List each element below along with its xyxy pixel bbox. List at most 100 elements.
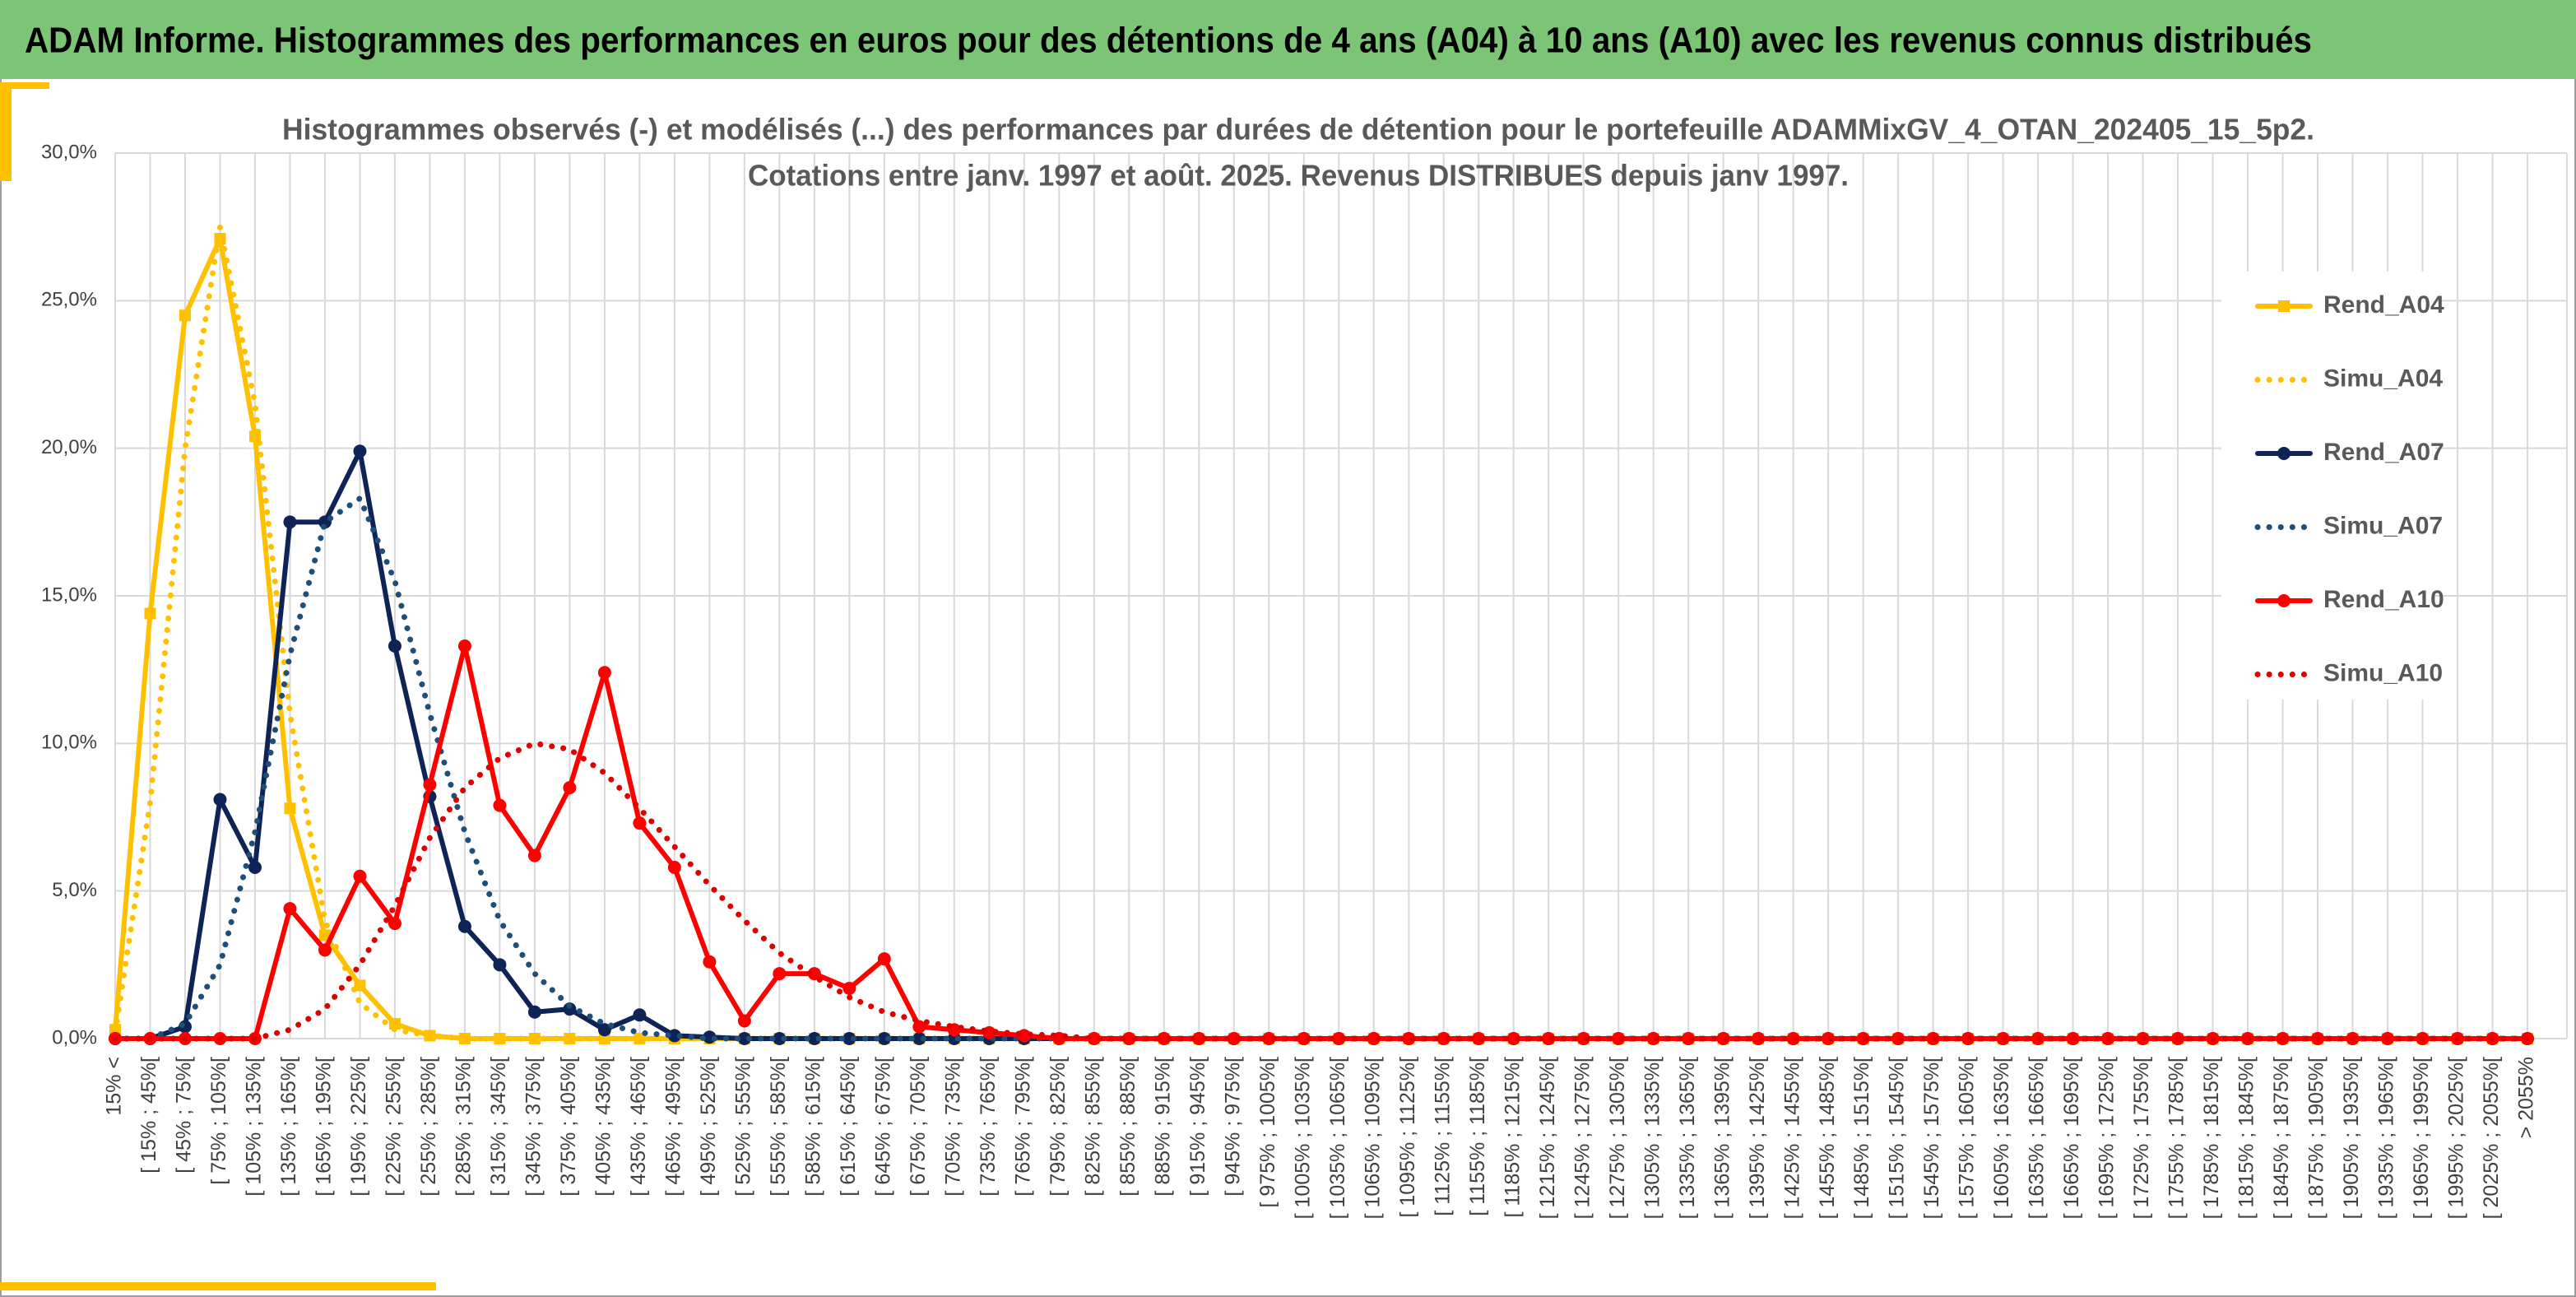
marker	[563, 1002, 577, 1016]
x-tick-label: [ 165% ; 195%[	[313, 1057, 336, 1197]
x-tick-label: [ 1635% ; 1665%[	[2026, 1057, 2049, 1219]
x-tick-label: [ 675% ; 705%[	[907, 1057, 930, 1197]
x-tick-label: [ 1185% ; 1215%[	[1501, 1057, 1524, 1218]
x-tick-label: [ 1965% ; 1995%[	[2410, 1057, 2433, 1219]
y-tick-label: 10,0%	[41, 732, 97, 754]
marker	[1682, 1032, 1696, 1045]
x-tick-label: [ 945% ; 975%[	[1221, 1057, 1244, 1197]
marker	[737, 1032, 751, 1045]
marker	[213, 793, 227, 807]
legend-label: Simu_A04	[2323, 365, 2443, 392]
marker	[633, 1008, 647, 1022]
x-tick-label: [ 465% ; 495%[	[661, 1057, 685, 1197]
marker	[248, 860, 262, 874]
marker	[563, 781, 577, 795]
x-tick-label: [ 345% ; 375%[	[522, 1057, 545, 1197]
marker	[1472, 1032, 1486, 1045]
x-tick-label: [ 615% ; 645%[	[837, 1057, 860, 1197]
x-tick-label: [ 105% ; 135%[	[243, 1057, 266, 1197]
x-tick-label: [ 1665% ; 1695%[	[2060, 1057, 2083, 1219]
marker	[354, 979, 366, 992]
x-tick-label: [ 45% ; 75%[	[173, 1057, 196, 1174]
series-line	[112, 495, 2531, 1042]
marker	[1262, 1032, 1276, 1045]
marker	[388, 639, 401, 653]
legend-label: Rend_A10	[2323, 586, 2444, 613]
x-tick-label: [ 1365% ; 1395%[	[1710, 1057, 1734, 1219]
x-tick-label: [ 765% ; 795%[	[1011, 1057, 1034, 1197]
x-tick-label: [ 1515% ; 1545%[	[1886, 1057, 1909, 1219]
header-title: ADAM Informe. Histogrammes des performan…	[25, 21, 2312, 61]
marker	[1157, 1032, 1171, 1045]
marker	[1087, 1032, 1101, 1045]
marker	[1227, 1032, 1241, 1045]
x-tick-label: [ 1905% ; 1935%[	[2340, 1057, 2363, 1219]
x-tick-label: [ 1305% ; 1335%[	[1641, 1057, 1664, 1219]
accent	[0, 1282, 436, 1290]
marker	[1437, 1032, 1450, 1045]
marker	[842, 982, 856, 996]
marker	[667, 1029, 681, 1043]
legend-label: Simu_A10	[2323, 659, 2443, 686]
legend-label: Rend_A04	[2323, 291, 2444, 318]
marker	[1297, 1032, 1311, 1045]
marker	[737, 1014, 751, 1028]
x-tick-label: [ 1545% ; 1575%[	[1920, 1057, 1943, 1219]
marker	[1646, 1032, 1660, 1045]
marker	[353, 444, 367, 458]
marker	[283, 902, 297, 916]
grid: 15% < [ 15% ; 45%[[ 45% ; 75%[[ 75% ; 105…	[41, 141, 2568, 1219]
marker	[1576, 1032, 1590, 1045]
x-tick-label: [ 375% ; 405%[	[557, 1057, 580, 1197]
marker	[388, 917, 401, 931]
marker	[912, 1032, 926, 1045]
x-tick-label: [ 1035% ; 1065%[	[1326, 1057, 1349, 1219]
x-tick-label: [ 705% ; 735%[	[941, 1057, 964, 1197]
header-bar	[0, 0, 2576, 79]
x-tick-label: [ 855% ; 885%[	[1116, 1057, 1139, 1197]
y-tick-label: 25,0%	[41, 289, 97, 311]
x-tick-label: [ 1485% ; 1515%[	[1850, 1057, 1873, 1219]
x-tick-label: [ 1425% ; 1455%[	[1780, 1057, 1803, 1219]
x-tick-label: [ 1275% ; 1305%[	[1606, 1057, 1629, 1219]
x-tick-label: [ 735% ; 765%[	[977, 1057, 1000, 1197]
marker	[1506, 1032, 1520, 1045]
marker	[318, 943, 332, 957]
marker	[1402, 1032, 1416, 1045]
marker	[353, 869, 367, 883]
x-tick-label: [ 555% ; 585%[	[767, 1057, 790, 1197]
x-tick-label: [ 195% ; 225%[	[347, 1057, 370, 1197]
marker	[807, 1032, 821, 1045]
accent	[0, 82, 49, 89]
accent	[0, 82, 12, 181]
marker	[877, 952, 891, 966]
x-tick-label: [ 1605% ; 1635%[	[1990, 1057, 2013, 1219]
marker	[527, 1005, 541, 1019]
x-tick-label: [ 1725% ; 1755%[	[2130, 1057, 2153, 1219]
x-tick-label: 15% <	[103, 1057, 126, 1116]
x-tick-label: [ 1065% ; 1095%[	[1361, 1057, 1384, 1219]
marker	[773, 967, 787, 981]
marker	[1122, 1032, 1136, 1045]
marker	[773, 1032, 787, 1045]
y-tick-label: 0,0%	[52, 1026, 97, 1048]
chart-title: Cotations entre janv. 1997 et août. 2025…	[748, 159, 1849, 193]
x-tick-label: [ 585% ; 615%[	[801, 1057, 824, 1197]
marker	[1542, 1032, 1556, 1045]
marker	[597, 1023, 611, 1037]
legend-label: Rend_A07	[2323, 439, 2444, 466]
x-tick-label: [ 975% ; 1005%[	[1256, 1057, 1279, 1208]
legend: Rend_A04 Simu_A04 Rend_A07 Simu_A07 Rend_A10…	[2254, 291, 2444, 686]
x-tick-label: [ 2025% ; 2055%[	[2480, 1057, 2503, 1219]
y-tick-label: 5,0%	[52, 879, 97, 901]
x-tick-label: [ 825% ; 855%[	[1081, 1057, 1104, 1197]
x-tick-label: [ 1785% ; 1815%[	[2200, 1057, 2223, 1219]
marker	[633, 816, 647, 830]
plot	[109, 224, 2534, 1045]
marker	[877, 1032, 891, 1045]
marker	[667, 860, 681, 874]
x-tick-label: [ 885% ; 915%[	[1151, 1057, 1174, 1197]
x-tick-label: [ 1875% ; 1905%[	[2305, 1057, 2328, 1219]
x-tick-label: [ 795% ; 825%[	[1047, 1057, 1070, 1197]
x-tick-label: [ 1335% ; 1365%[	[1676, 1057, 1699, 1219]
